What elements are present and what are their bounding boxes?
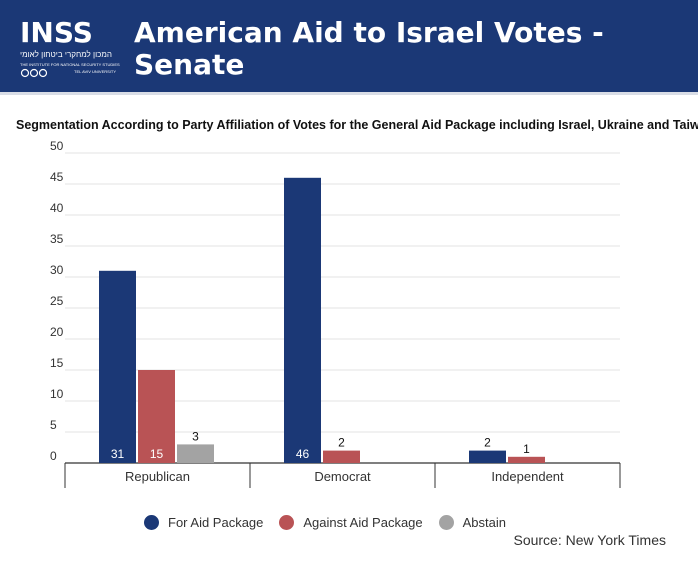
- x-category-label: Independent: [491, 469, 564, 484]
- logo-wordmark: INSS: [20, 16, 93, 49]
- x-category-label: Republican: [125, 469, 190, 484]
- legend-item-abstain: Abstain: [438, 514, 507, 530]
- y-tick-label: 30: [50, 263, 64, 277]
- y-tick-label: 0: [50, 449, 57, 463]
- bar: [323, 450, 360, 463]
- legend-label-abstain: Abstain: [462, 514, 507, 530]
- legend-item-against: Against Aid Package: [279, 514, 423, 530]
- y-tick-label: 50: [50, 139, 64, 153]
- bar-chart: 0 5 10 15 20 25 30 35 40 45 50 Republican Democrat In…: [50, 139, 621, 488]
- y-tick-label: 5: [50, 418, 57, 432]
- y-tick-label: 35: [50, 232, 64, 246]
- y-tick-label: 10: [50, 387, 64, 401]
- bar-value-label: 2: [338, 436, 345, 450]
- bar: [469, 450, 506, 463]
- page-title: American Aid to Israel Votes - Senate: [134, 16, 604, 81]
- bar-value-label: 2: [484, 436, 491, 450]
- bar: [99, 270, 136, 463]
- y-tick-label: 15: [50, 356, 64, 370]
- bar-value-label: 1: [523, 442, 530, 456]
- bar-value-label: 46: [296, 447, 310, 461]
- y-tick-label: 20: [50, 325, 64, 339]
- bar-value-label: 3: [192, 429, 199, 443]
- legend-label-for: For Aid Package: [168, 514, 264, 530]
- inss-logo: INSS המכון למחקרי ביטחון לאומי THE INSTI…: [14, 14, 122, 80]
- bar: [138, 370, 175, 463]
- header-banner: INSS המכון למחקרי ביטחון לאומי THE INSTI…: [0, 0, 698, 95]
- legend-label-against: Against Aid Package: [303, 514, 423, 530]
- bar: [284, 177, 321, 464]
- legend-swatch-abstain: [438, 514, 454, 530]
- legend-swatch-against: [279, 514, 295, 530]
- legend-swatch-for: [144, 514, 159, 530]
- bar: [508, 456, 545, 463]
- chart-legend: For Aid Package Against Aid Package Abst…: [144, 512, 522, 532]
- logo-hebrew-name: המכון למחקרי ביטחון לאומי: [20, 50, 112, 59]
- bar-value-label: 15: [150, 447, 164, 461]
- logo-english-name: THE INSTITUTE FOR NATIONAL SECURITY STUD…: [20, 62, 120, 67]
- logo-university: TEL AVIV UNIVERSITY: [74, 69, 117, 74]
- y-tick-label: 25: [50, 294, 64, 308]
- bar: [177, 444, 214, 463]
- source-note: Source: New York Times: [513, 532, 666, 548]
- legend-item-for: For Aid Package: [144, 514, 264, 530]
- bar-value-label: 31: [111, 447, 125, 461]
- chart-title: Segmentation According to Party Affiliat…: [16, 118, 698, 132]
- y-tick-label: 45: [50, 170, 64, 184]
- y-tick-label: 40: [50, 201, 64, 215]
- x-category-label: Democrat: [314, 469, 371, 484]
- logo-circles-icon: [20, 68, 48, 78]
